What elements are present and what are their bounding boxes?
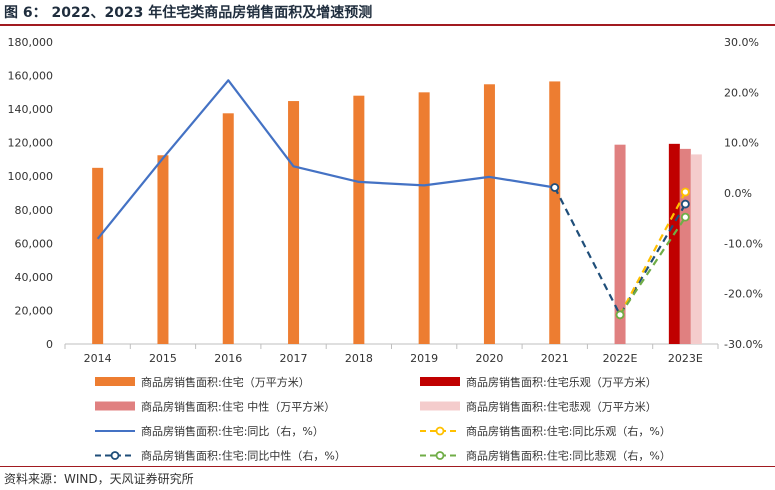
bar — [483, 84, 495, 344]
legend-label: 商品房销售面积:住宅:同比（右，%） — [141, 424, 324, 438]
axes: 2014 2015 2016 2017 2018 2019 2020 2021 2022E 202… — [8, 36, 763, 365]
legend-swatch — [420, 377, 460, 386]
bar-series-group — [92, 81, 702, 345]
figure-header: 图 6： 2022、2023 年住宅类商品房销售面积及增速预测 — [0, 0, 775, 26]
legend-label: 商品房销售面积:住宅:同比乐观（右，%） — [466, 424, 671, 438]
right-axis-tick-label: -30.0% — [724, 338, 763, 351]
title-divider — [0, 24, 775, 26]
legend-item: 商品房销售面积:住宅乐观（万平方米） — [420, 375, 657, 389]
x-tick-label: 2014 — [84, 352, 112, 365]
right-axis-tick-label: 0.0% — [724, 187, 752, 200]
legend-item: 商品房销售面积:住宅悲观（万平方米） — [420, 400, 657, 414]
legend-label: 商品房销售面积:住宅 中性（万平方米） — [141, 400, 335, 414]
x-tick-label: 2016 — [214, 352, 242, 365]
x-tick-label: 2015 — [149, 352, 177, 365]
legend-item: 商品房销售面积:住宅:同比悲观（右，%） — [420, 449, 671, 463]
legend-marker — [110, 451, 120, 460]
source-divider — [0, 466, 775, 467]
bar — [157, 155, 169, 344]
right-axis-tick-label: 20.0% — [724, 86, 759, 99]
right-axis-tick-label: 30.0% — [724, 36, 759, 49]
data-point-marker — [680, 187, 690, 197]
data-point-marker — [680, 212, 690, 222]
x-tick-label: 2022E — [603, 352, 638, 365]
x-tick-label: 2018 — [345, 352, 373, 365]
x-tick-label: 2017 — [280, 352, 308, 365]
data-point-marker — [680, 199, 690, 209]
bar — [222, 113, 234, 344]
dashed-series-line — [619, 216, 687, 316]
left-axis-tick-label: 0 — [46, 338, 53, 351]
legend-label: 商品房销售面积:住宅乐观（万平方米） — [466, 375, 657, 389]
left-axis-tick-label: 40,000 — [15, 271, 54, 284]
source-note: 资料来源：WIND，天风证券研究所 — [4, 472, 194, 486]
right-axis-tick-label: -10.0% — [724, 237, 763, 250]
x-tick-label: 2021 — [541, 352, 569, 365]
left-axis-tick-label: 120,000 — [8, 137, 54, 150]
bar — [288, 101, 300, 345]
x-tick-label: 2019 — [410, 352, 438, 365]
x-tick-label: 2023E — [668, 352, 703, 365]
figure-title: 图 6： 2022、2023 年住宅类商品房销售面积及增速预测 — [4, 5, 373, 21]
data-point-marker — [615, 310, 625, 320]
left-axis-tick-label: 100,000 — [8, 170, 54, 183]
combo-chart: 2014 2015 2016 2017 2018 2019 2020 2021 2022E 202… — [8, 36, 763, 463]
legend-marker — [435, 426, 445, 436]
legend-item: 商品房销售面积:住宅（万平方米） — [95, 375, 310, 389]
left-axis-tick-label: 180,000 — [8, 36, 54, 49]
legend-label: 商品房销售面积:住宅:同比悲观（右，%） — [466, 449, 671, 463]
bar — [92, 167, 104, 344]
legend-label: 商品房销售面积:住宅（万平方米） — [141, 375, 310, 389]
left-axis-tick-label: 20,000 — [15, 304, 54, 317]
bar — [549, 81, 561, 344]
series-line — [96, 79, 555, 240]
legend-item: 商品房销售面积:住宅:同比（右，%） — [95, 424, 324, 438]
bar — [679, 148, 691, 344]
legend-item: 商品房销售面积:住宅:同比中性（右，%） — [95, 449, 346, 463]
bar — [614, 144, 626, 344]
legend-marker — [435, 451, 445, 460]
legend-label: 商品房销售面积:住宅:同比中性（右，%） — [141, 449, 346, 463]
bar — [418, 92, 430, 344]
bar — [668, 143, 680, 344]
x-tick-label: 2020 — [475, 352, 503, 365]
line-series-group — [96, 79, 690, 320]
chart-legend: 商品房销售面积:住宅（万平方米） 商品房销售面积:住宅乐观（万平方米） 商品房销售面… — [95, 375, 671, 463]
left-axis-tick-label: 80,000 — [15, 204, 54, 217]
legend-swatch — [95, 377, 135, 386]
right-axis-tick-label: -20.0% — [724, 288, 763, 301]
legend-swatch — [420, 401, 460, 411]
dashed-series-line — [553, 186, 687, 316]
legend-item: 商品房销售面积:住宅:同比乐观（右，%） — [420, 424, 671, 438]
right-axis-tick-label: 10.0% — [724, 137, 759, 150]
left-axis-tick-label: 140,000 — [8, 103, 54, 116]
legend-label: 商品房销售面积:住宅悲观（万平方米） — [466, 400, 657, 414]
left-axis-tick-label: 160,000 — [8, 70, 54, 83]
bar — [353, 95, 365, 344]
bar — [690, 154, 702, 344]
legend-swatch — [95, 401, 135, 411]
legend-item: 商品房销售面积:住宅 中性（万平方米） — [95, 400, 335, 414]
data-point-marker — [550, 183, 560, 192]
left-axis-tick-label: 60,000 — [15, 237, 54, 250]
